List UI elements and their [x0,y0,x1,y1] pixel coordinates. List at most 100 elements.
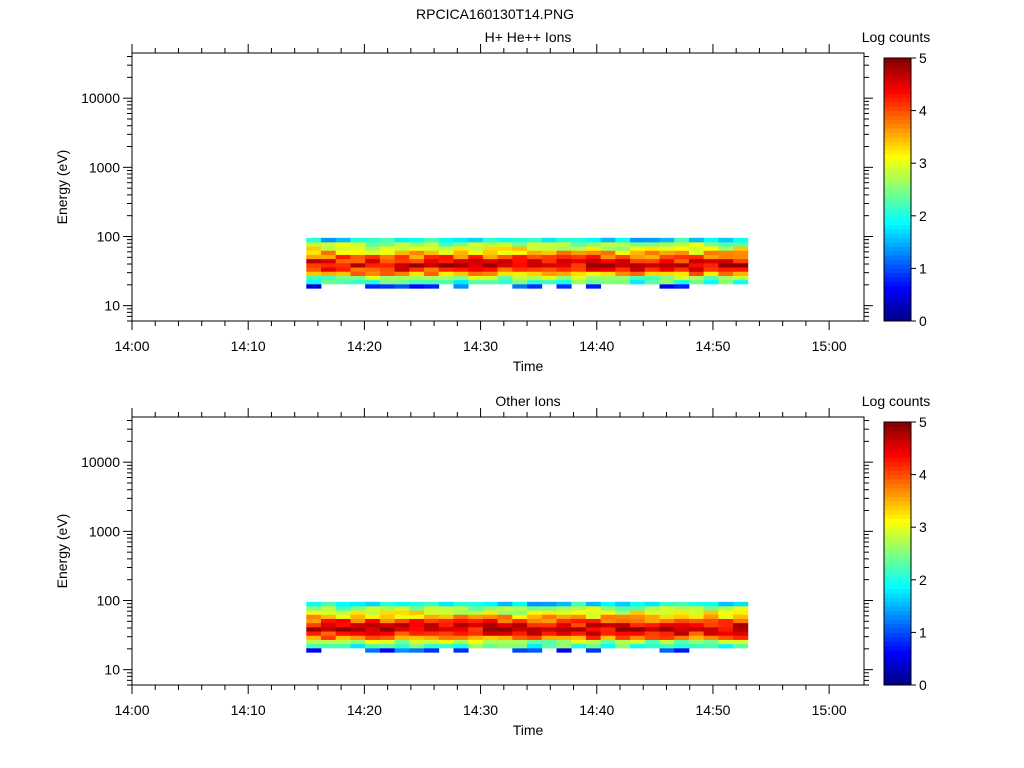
heatmap-cell [335,258,351,264]
heatmap-cell [394,237,410,243]
heatmap-cell [394,626,410,632]
heatmap-cell [350,279,366,285]
heatmap-cell [468,631,484,636]
colorbar-swatch [884,654,911,660]
heatmap-cell [556,241,572,247]
heatmap-cell [703,622,719,628]
heatmap-cell [733,271,749,276]
heatmap-cell [306,639,322,645]
colorbar-swatch [884,588,911,594]
heatmap-cell [585,610,602,615]
heatmap-cell [409,610,425,615]
heatmap-cell [615,622,631,628]
heatmap-cell [703,258,719,264]
heatmap-cell [497,618,513,624]
heatmap-cell [688,237,705,243]
heatmap-cell [365,631,381,636]
heatmap-cell [306,283,322,289]
colorbar-swatch [884,623,911,629]
heatmap-cell [350,622,366,628]
heatmap-cell [733,614,749,619]
heatmap-cell [306,601,322,607]
heatmap-cell [468,275,484,281]
heatmap-cell [350,610,366,615]
heatmap-cell [630,279,646,285]
heatmap-cell [541,610,557,615]
heatmap-cell [453,601,469,607]
heatmap-cell [615,614,631,619]
heatmap-cell [379,635,395,640]
heatmap-cell [527,610,543,615]
heatmap-cell [527,647,543,653]
heatmap-cell [468,614,484,619]
heatmap-cell [556,237,572,243]
heatmap-cell [468,622,484,628]
colorbar-swatch [884,277,911,283]
colorbar-swatch [884,237,911,243]
heatmap-cell [527,626,543,632]
heatmap-cell [512,610,528,615]
heatmap-cell [321,275,337,281]
colorbar-tick-label: 3 [919,155,927,171]
heatmap-cell [409,258,425,264]
heatmap-cell [512,271,528,276]
heatmap-cell [733,254,749,260]
colorbar-swatch [884,641,911,647]
heatmap-cell [394,622,410,628]
heatmap-cell [571,246,587,251]
colorbar-tick-label: 3 [919,519,927,535]
colorbar-swatch [884,128,911,134]
heatmap-cell [409,271,425,276]
heatmap-cell [306,262,322,268]
heatmap-cell [674,647,690,653]
heatmap-cell [394,643,410,649]
figure-title: RPCICA160130T14.PNG [416,6,574,22]
heatmap-cell [556,605,572,611]
heatmap-cell [615,271,631,276]
heatmap-cell [556,610,572,615]
heatmap-cell [365,643,381,649]
x-tick-label: 15:00 [812,702,847,718]
colorbar-swatch [884,518,911,524]
plot-frame [131,52,865,322]
heatmap-cell [350,246,366,251]
heatmap-cell [674,254,690,260]
heatmap-cell [453,279,469,285]
heatmap-cell [424,601,440,607]
heatmap-cell [703,605,719,611]
heatmap-cell [585,283,602,289]
heatmap-cell [350,639,366,645]
heatmap-cell [541,643,557,649]
heatmap-cell [438,635,454,640]
heatmap-cell [453,241,469,247]
y-tick-label: 10000 [81,90,120,106]
heatmap-cell [438,267,454,272]
colorbar-swatch [884,211,911,217]
colorbar-frame [883,421,912,686]
heatmap-cell [615,246,631,251]
heatmap-cell [571,635,587,640]
heatmap-cell [659,647,675,653]
heatmap-cell [718,237,734,243]
heatmap-cell [394,601,410,607]
heatmap-cell [733,258,749,264]
heatmap-cell [497,250,513,255]
heatmap-cell [468,618,484,624]
heatmap-cell [453,254,469,260]
heatmap-cell [674,267,690,272]
heatmap-cell [703,271,719,276]
heatmap-cell [350,631,366,636]
heatmap-cell [556,271,572,276]
heatmap-cell [497,267,513,272]
colorbar-swatch [884,150,911,155]
heatmap-cell [482,614,499,619]
colorbar-swatch [884,220,911,226]
heatmap-cell [321,605,337,611]
heatmap-cell [379,271,395,276]
heatmap-cell [497,626,513,632]
heatmap-cell [497,246,513,251]
heatmap-cell [600,643,616,649]
heatmap-cell [703,246,719,251]
heatmap-cell [379,241,395,247]
